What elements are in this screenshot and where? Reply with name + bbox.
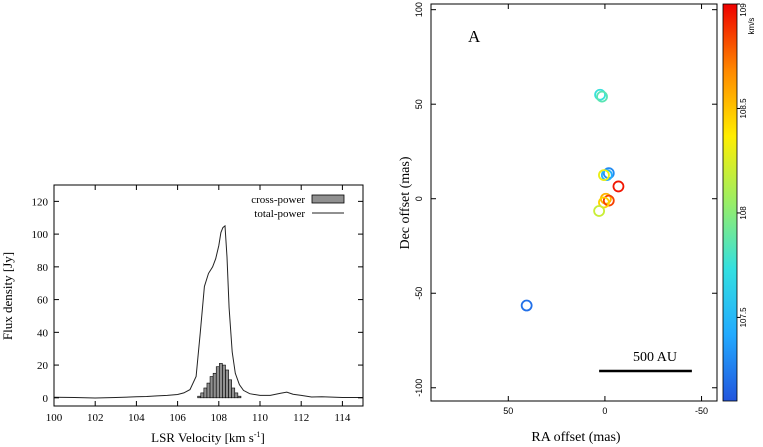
spectrum-y-tick-label: 20 — [37, 360, 49, 372]
cross-power-bar — [234, 392, 239, 399]
panel-label: A — [468, 27, 481, 46]
map-panel: 50 0 -50 -100 -50 0 50 100 A 500 AU RA offset … — [398, 2, 756, 445]
cross-power-bar — [203, 387, 208, 399]
legend-label-cross-power: cross-power — [251, 194, 305, 206]
maser-spot — [596, 90, 608, 103]
colorbar-ticks: 107.5 108 108.5 109 — [737, 3, 748, 328]
map-y-tick-label: -100 — [414, 379, 424, 397]
spectrum-y-ticks: 0 20 40 60 80 100 120 — [32, 196, 363, 405]
spectrum-legend: cross-power total-power — [251, 194, 345, 220]
map-y-tick-label: 0 — [414, 196, 424, 201]
map-x-tick-label: 50 — [503, 406, 513, 416]
cross-power-bars — [197, 363, 242, 399]
spectrum-y-tick-label: 0 — [43, 393, 49, 405]
colorbar: 107.5 108 108.5 109 km/s — [722, 3, 756, 402]
colorbar-tick-label: 108.5 — [739, 98, 748, 119]
colorbar-tick-label: 109 — [739, 3, 748, 17]
scale-bar-label: 500 AU — [633, 350, 677, 365]
maser-spot — [598, 169, 610, 181]
spectrum-y-tick-label: 100 — [32, 229, 49, 241]
map-y-tick-label: 100 — [414, 2, 424, 17]
map-y-tick-label: -50 — [414, 287, 424, 300]
maser-spot — [594, 88, 606, 101]
spectrum-x-tick-label: 112 — [293, 412, 309, 424]
cross-power-bar — [215, 366, 220, 399]
cross-power-bar — [212, 372, 217, 399]
cross-power-bar — [222, 364, 226, 399]
map-x-axis-label: RA offset (mas) — [531, 430, 621, 445]
map-x-tick-label: 0 — [602, 406, 607, 416]
spectrum-x-tick-label: 114 — [334, 412, 351, 424]
spectrum-x-tick-label: 102 — [87, 412, 104, 424]
spectrum-x-tick-label: 100 — [46, 412, 63, 424]
map-y-axis-label: Dec offset (mas) — [398, 156, 413, 249]
spectrum-x-tick-label: 106 — [169, 412, 186, 424]
cross-power-bar — [206, 382, 211, 399]
spectrum-x-ticks: 100 102 104 106 108 110 112 114 — [46, 185, 351, 424]
map-y-ticks: -100 -50 0 50 100 — [414, 2, 717, 397]
maser-spot — [520, 299, 533, 312]
cross-power-bar — [200, 392, 205, 399]
colorbar-unit: km/s — [747, 18, 756, 35]
spectrum-panel: 100 102 104 106 108 110 112 114 0 20 40 60 80 100 120… — [0, 184, 364, 445]
cross-power-bar — [237, 395, 242, 399]
spectrum-x-tick-label: 104 — [128, 412, 145, 424]
maser-spot — [593, 205, 606, 217]
spectrum-y-tick-label: 80 — [37, 262, 49, 274]
cross-power-bar — [209, 376, 214, 399]
colorbar-tick-label: 108 — [739, 206, 748, 220]
maser-spots — [520, 88, 625, 312]
map-y-tick-label: 50 — [414, 99, 424, 109]
cross-power-bar — [231, 387, 236, 399]
spectrum-x-tick-label: 108 — [211, 412, 228, 424]
map-x-ticks: 50 0 -50 — [503, 4, 708, 416]
spectrum-x-axis-label: LSR Velocity [km s-1] — [151, 430, 265, 445]
cross-power-bar — [225, 369, 229, 399]
cross-power-bar — [228, 379, 232, 399]
colorbar-gradient — [722, 3, 738, 402]
cross-power-bar — [219, 363, 223, 399]
legend-swatch-cross-power — [311, 194, 345, 204]
spectrum-y-tick-label: 40 — [37, 327, 49, 339]
cross-power-bar — [197, 395, 202, 399]
scale-bar: 500 AU — [599, 350, 692, 373]
map-plot-frame — [430, 3, 718, 402]
map-x-tick-label: -50 — [695, 406, 708, 416]
spectrum-x-tick-label: 110 — [252, 412, 269, 424]
spectrum-y-axis-label: Flux density [Jy] — [0, 252, 15, 340]
spectrum-plot-frame — [53, 184, 364, 407]
maser-spot — [598, 196, 610, 209]
spectrum-y-tick-label: 60 — [37, 295, 49, 307]
maser-spot — [612, 180, 625, 193]
total-power-line — [53, 224, 363, 399]
spectrum-y-tick-label: 120 — [32, 196, 49, 208]
legend-label-total-power: total-power — [254, 208, 305, 220]
colorbar-tick-label: 107.5 — [739, 307, 748, 328]
